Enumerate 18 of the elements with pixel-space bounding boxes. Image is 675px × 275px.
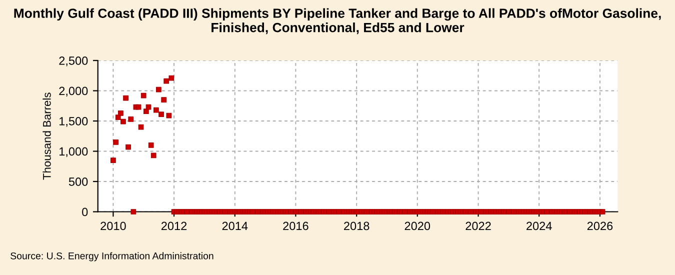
- x-tick-label: 2022: [466, 222, 491, 230]
- y-tick-label: 1,000: [60, 147, 88, 158]
- x-tick-label: 2012: [161, 222, 187, 230]
- source-note: Source: U.S. Energy Information Administration: [10, 252, 214, 262]
- x-tick-label: 2026: [587, 222, 613, 230]
- y-tick-label: 2,500: [59, 56, 88, 66]
- y-axis-title: Thousand Barrels: [42, 92, 51, 180]
- x-tick-label: 2014: [222, 222, 248, 230]
- y-tick-label: 2,000: [59, 86, 88, 97]
- x-tick-label: 2020: [404, 222, 430, 230]
- x-tick-label: 2016: [283, 222, 308, 230]
- y-tick-label: 0: [82, 208, 88, 216]
- x-tick-label: 2024: [526, 222, 552, 230]
- x-tick-label: 2018: [344, 222, 370, 230]
- y-tick-label: 500: [68, 178, 88, 186]
- chart-title: Monthly Gulf Coast (PADD III) Shipments BY Pipeline Tanker and Barge to All PADD's ofMotor Gasoline, Finished, Conventional, Ed55 and Lower: [14, 8, 661, 34]
- x-tick-label: 2010: [100, 222, 126, 230]
- y-tick-label: 1,500: [60, 117, 88, 127]
